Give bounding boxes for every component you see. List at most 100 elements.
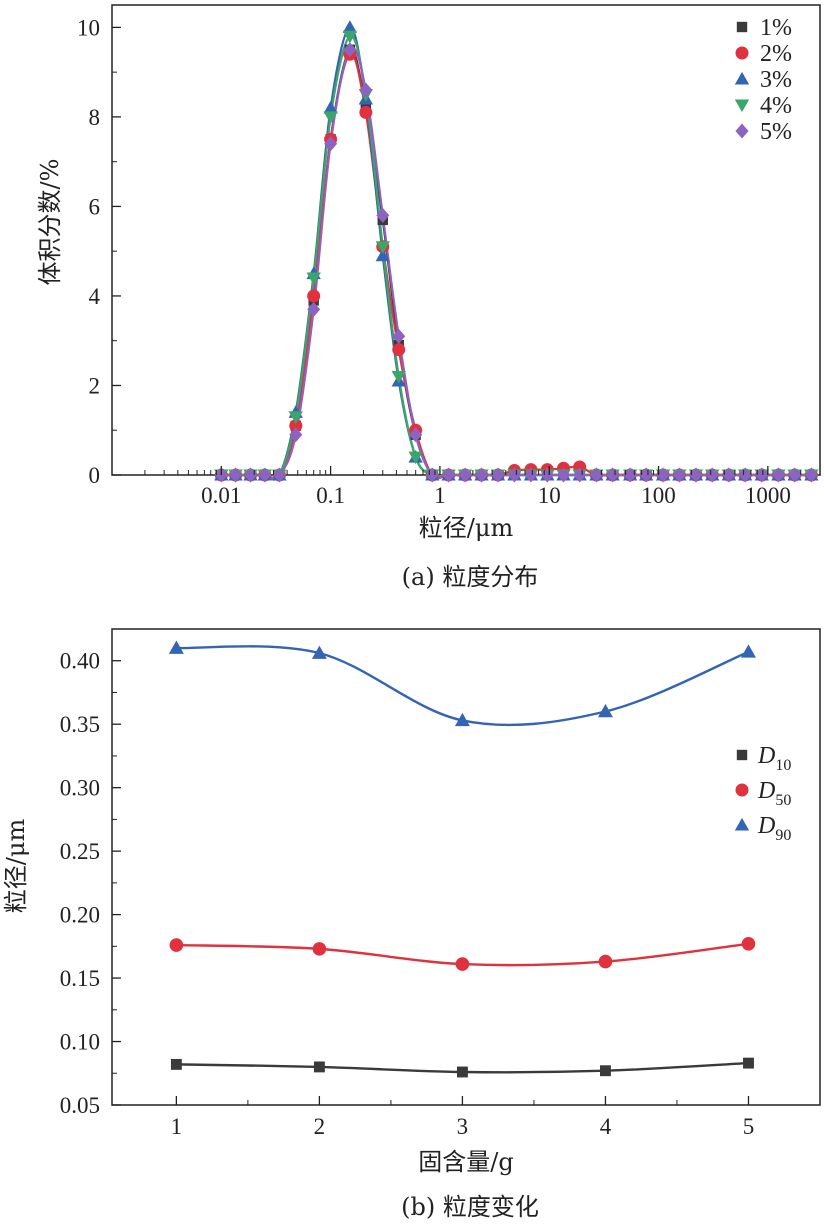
chart-b-y-tick-label: 0.05 — [60, 1093, 100, 1118]
chart-a-data-point-5 — [788, 467, 802, 483]
chart-a-data-point-5 — [606, 467, 620, 483]
chart-b-y-tick-label: 0.15 — [60, 966, 100, 991]
chart-a-data-point-5 — [229, 467, 243, 483]
chart-a-data-point-5 — [507, 467, 521, 483]
chart-a-data-point-2 — [359, 105, 373, 119]
chart-a-series-line-1 — [221, 48, 812, 480]
chart-b-data-point-3 — [168, 640, 184, 654]
chart-a-y-axis-title: 体积分数/% — [36, 159, 64, 286]
chart-a-data-point-5 — [804, 467, 818, 483]
chart-a-y-tick-label: 4 — [89, 284, 101, 309]
chart-a-data-point-5 — [623, 467, 637, 483]
chart-a-data-point-4 — [288, 411, 303, 424]
chart-b-y-tick-label: 0.10 — [60, 1030, 100, 1055]
chart-b-legend-label-3: D90 — [757, 813, 791, 844]
chart-a-data-point-4 — [375, 241, 390, 254]
chart-b-y-tick-label: 0.25 — [60, 839, 100, 864]
chart-a-data-point-5 — [324, 136, 338, 152]
chart-a-data-point-5 — [589, 467, 603, 483]
chart-a-data-point-3 — [342, 20, 358, 33]
chart-b-x-tick-label: 4 — [600, 1114, 612, 1139]
chart-b-data-point-1 — [743, 1057, 754, 1069]
chart-b-data-point-2 — [741, 936, 756, 951]
chart-a-data-point-5 — [442, 467, 456, 483]
chart-a-data-point-3 — [323, 100, 338, 114]
chart-b-particle-size-variation: 1 2 3 4 5 0.05 0.10 0.15 0.20 0.25 0.30 0.35 0.40 D1… — [2, 628, 821, 1221]
chart-b-data-point-3 — [741, 644, 756, 658]
chart-b-data-point-2 — [312, 942, 327, 956]
chart-a-y-tick-label: 0 — [89, 463, 101, 488]
chart-b-legend-label-1: D10 — [757, 743, 791, 774]
chart-a-data-point-3 — [375, 248, 390, 262]
chart-a-data-point-5 — [359, 82, 373, 98]
chart-a-x-tick-label: 0.01 — [201, 483, 241, 508]
chart-a-legend-label-3: 3% — [760, 67, 792, 93]
chart-b-data-point-2 — [169, 938, 184, 952]
chart-a-legend-marker-2 — [735, 46, 749, 60]
chart-a-series-line-2 — [221, 52, 812, 480]
chart-a-data-point-4 — [342, 30, 358, 44]
chart-a-data-point-5 — [771, 467, 785, 483]
chart-a-x-tick-label: 0.1 — [316, 483, 345, 508]
chart-b-y-tick-label: 0.20 — [60, 903, 100, 928]
chart-b-x-tick-label: 5 — [743, 1114, 755, 1139]
chart-a-x-tick-label: 100 — [641, 483, 676, 508]
chart-b-legend-subscript-1: 10 — [775, 757, 791, 774]
chart-a-data-point-2 — [392, 343, 406, 357]
chart-a-data-point-2 — [307, 289, 321, 303]
chart-a-legend-marker-5 — [735, 123, 749, 139]
chart-a-x-tick-label: 1000 — [745, 483, 791, 508]
chart-a-series-line-4 — [221, 35, 812, 481]
chart-b-caption: (b) 粒度变化 — [401, 1193, 539, 1221]
chart-b-legend-subscript-2: 50 — [775, 792, 791, 809]
chart-b-legend-label-2: D50 — [757, 778, 791, 809]
chart-b-data-point-3 — [454, 712, 470, 727]
chart-b-legend-marker-1 — [736, 749, 748, 761]
chart-b-data-point-1 — [600, 1065, 611, 1077]
chart-a-data-point-5 — [458, 467, 472, 483]
chart-a-legend-marker-4 — [734, 99, 750, 113]
chart-a-data-point-5 — [656, 467, 670, 483]
chart-a-data-point-5 — [722, 467, 736, 483]
chart-a-data-point-5 — [376, 207, 390, 223]
chart-a-legend-label-5: 5% — [760, 119, 792, 145]
chart-b-data-point-1 — [456, 1066, 468, 1078]
chart-a-plot-frame — [111, 4, 821, 476]
chart-a-data-point-5 — [705, 467, 719, 483]
chart-b-x-tick-label: 3 — [457, 1114, 469, 1139]
chart-b-y-tick-label: 0.30 — [60, 776, 100, 801]
chart-a-data-point-5 — [738, 467, 752, 483]
chart-b-x-tick-label: 1 — [171, 1114, 183, 1139]
chart-b-legend-marker-3 — [734, 817, 750, 831]
chart-b-data-point-3 — [311, 645, 327, 659]
chart-a-legend-label-1: 1% — [760, 15, 792, 41]
chart-a-x-axis-title: 粒径/μm — [419, 514, 514, 542]
chart-a-particle-size-distribution: 0.01 0.1 1 10 100 1000 0 2 4 6 8 10 1%2%3%4%5% 粒径/μ… — [36, 4, 821, 591]
chart-a-legend-label-4: 4% — [760, 93, 792, 119]
chart-b-x-axis-title: 固含量/g — [418, 1148, 513, 1176]
chart-a-data-point-5 — [289, 427, 303, 443]
chart-a-data-point-5 — [689, 467, 703, 483]
chart-a-y-tick-label: 10 — [77, 15, 100, 40]
chart-a-data-point-4 — [391, 370, 406, 384]
chart-b-x-tick-label: 2 — [314, 1114, 326, 1139]
chart-a-data-point-4 — [323, 111, 338, 125]
chart-b-data-point-1 — [313, 1061, 325, 1073]
chart-a-legend-label-2: 2% — [760, 41, 792, 67]
chart-a-data-point-4 — [306, 272, 321, 286]
chart-a-data-point-5 — [573, 467, 587, 483]
chart-b-data-point-3 — [597, 704, 613, 718]
chart-a-data-point-5 — [343, 42, 357, 58]
chart-a-legend-marker-3 — [734, 71, 750, 85]
chart-b-data-point-2 — [455, 957, 470, 971]
chart-a-data-point-5 — [556, 467, 570, 483]
chart-a-y-tick-label: 6 — [89, 194, 101, 219]
chart-b-data-point-2 — [598, 954, 613, 969]
chart-a-data-point-5 — [755, 467, 769, 483]
chart-b-legend-subscript-3: 90 — [775, 827, 791, 844]
chart-a-data-point-5 — [491, 467, 505, 483]
chart-a-data-point-5 — [639, 467, 653, 483]
chart-a-series-line-5 — [221, 46, 812, 480]
chart-a-series-line-3 — [221, 26, 812, 481]
